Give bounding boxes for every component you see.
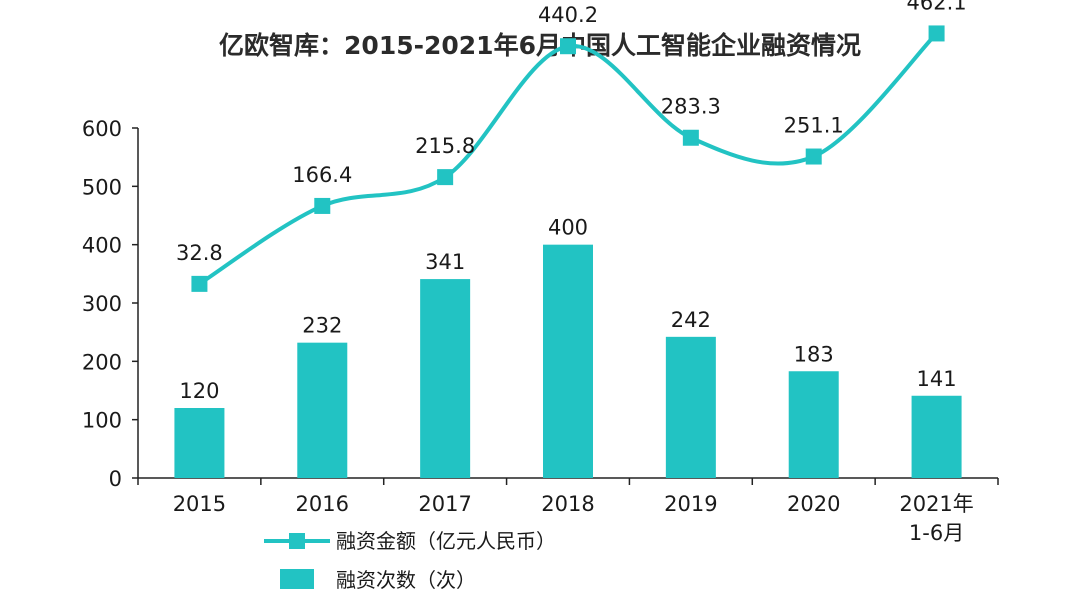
bar [788, 371, 839, 478]
legend-item-line: 融资金额（亿元人民币） [264, 529, 556, 553]
bar [420, 279, 471, 478]
x-tick-label: 2017 [418, 492, 471, 516]
x-axis: 2015 2016 2017 2018 2019 2020 2021年 1-6月 [137, 477, 999, 545]
x-tick-label-line2: 1-6月 [909, 521, 964, 545]
legend-line-marker [289, 533, 305, 549]
line-value-label: 440.2 [538, 3, 598, 27]
bar [665, 336, 716, 478]
chart-title: 亿欧智库：2015-2021年6月中国人工智能企业融资情况 [219, 31, 861, 60]
bar [174, 408, 225, 478]
bar [297, 342, 348, 478]
x-tick-label: 2021年 [899, 492, 973, 516]
bar-value-label: 120 [179, 379, 219, 403]
y-tick-label: 200 [82, 350, 122, 374]
x-tick-label: 2019 [664, 492, 717, 516]
legend-bar-label: 融资次数（次） [336, 568, 476, 592]
bar [543, 244, 593, 478]
bar [911, 395, 962, 478]
x-tick-label: 2020 [787, 492, 840, 516]
line-value-label: 462.1 [907, 0, 967, 14]
legend-line-label: 融资金额（亿元人民币） [336, 529, 556, 553]
bar-value-label: 400 [548, 216, 588, 240]
y-axis: 0 100 200 300 400 500 600 [82, 117, 139, 491]
line-point [682, 129, 699, 146]
bar-value-label: 183 [794, 342, 834, 366]
line-value-label: 215.8 [415, 134, 475, 158]
line-value-label: 283.3 [661, 95, 721, 119]
line-point [191, 275, 208, 292]
bar-value-label: 242 [671, 308, 711, 332]
legend-item-bar: 融资次数（次） [280, 568, 476, 592]
line-series [191, 25, 945, 292]
x-tick-label: 2015 [173, 492, 226, 516]
y-tick-label: 100 [82, 409, 122, 433]
x-tick-label: 2018 [541, 492, 594, 516]
line-value-label: 32.8 [176, 241, 223, 265]
y-tick-label: 400 [82, 234, 122, 258]
legend: 融资金额（亿元人民币） 融资次数（次） [264, 529, 556, 592]
bar-value-label: 232 [302, 314, 342, 338]
y-tick-label: 0 [109, 467, 122, 491]
line-point [314, 197, 331, 214]
y-tick-label: 600 [82, 117, 122, 141]
line-point [805, 148, 822, 165]
bar-value-labels: 120 232 341 400 242 183 141 [179, 216, 956, 403]
line-point [928, 25, 945, 42]
line-point [437, 169, 454, 186]
y-tick-label: 500 [82, 175, 122, 199]
line-point [560, 38, 576, 55]
x-tick-label: 2016 [296, 492, 349, 516]
bar-value-label: 141 [917, 367, 957, 391]
line-value-labels: 32.8 166.4 215.8 440.2 283.3 251.1 462.1 [176, 0, 967, 265]
bar-value-label: 341 [425, 250, 465, 274]
y-tick-label: 300 [82, 292, 122, 316]
bar-series [174, 244, 962, 478]
legend-bar-swatch [280, 569, 314, 589]
line-value-label: 251.1 [784, 114, 844, 138]
line-value-label: 166.4 [292, 163, 352, 187]
